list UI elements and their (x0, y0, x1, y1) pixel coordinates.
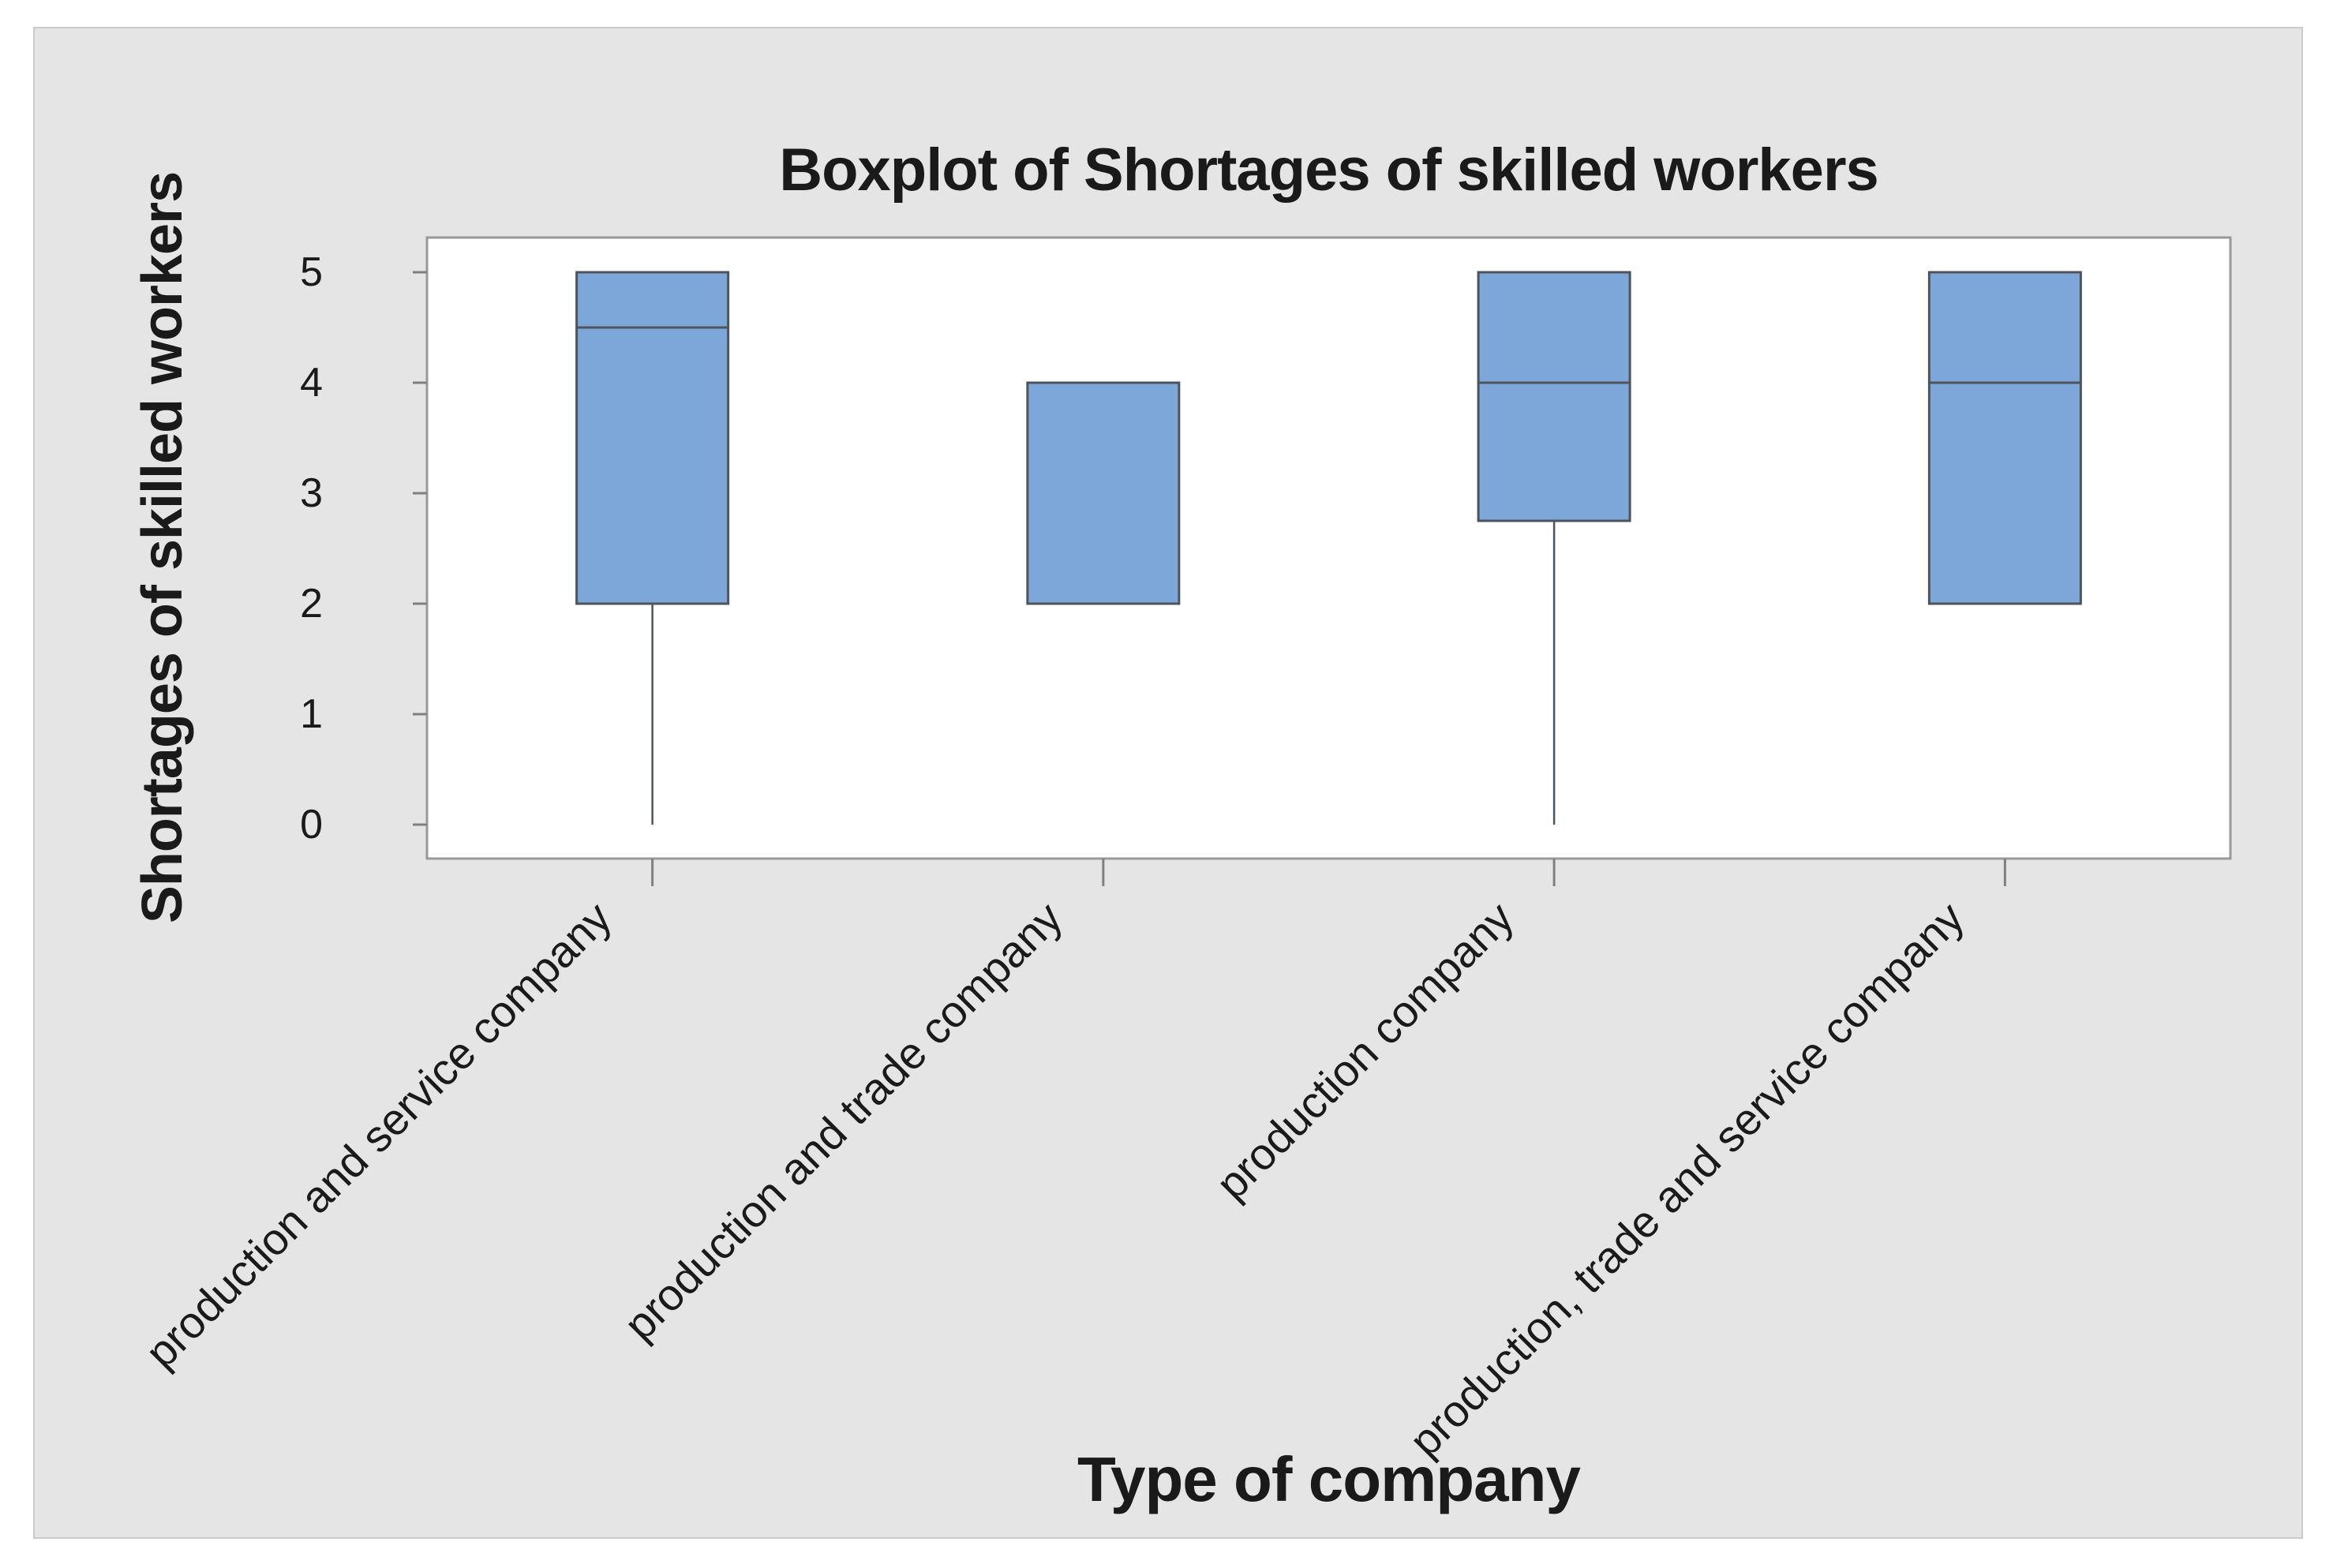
y-tick-label: 0 (300, 802, 323, 848)
y-tick-label: 2 (300, 581, 323, 627)
y-tick-label: 3 (300, 470, 323, 516)
box (575, 271, 730, 605)
box (1477, 271, 1631, 522)
y-axis-title: Shortages of skilled workers (131, 171, 194, 924)
box (1026, 381, 1181, 605)
y-tick-label: 4 (300, 360, 323, 406)
y-tick-label: 5 (300, 249, 323, 295)
boxplot-svg (413, 236, 2232, 886)
x-axis-title: Type of company (1077, 1444, 1581, 1514)
graph-canvas: Boxplot of Shortages of skilled workers … (33, 27, 2303, 1539)
chart-title: Boxplot of Shortages of skilled workers (779, 137, 1879, 204)
box (1927, 271, 2082, 605)
y-tick-label: 1 (300, 691, 323, 737)
